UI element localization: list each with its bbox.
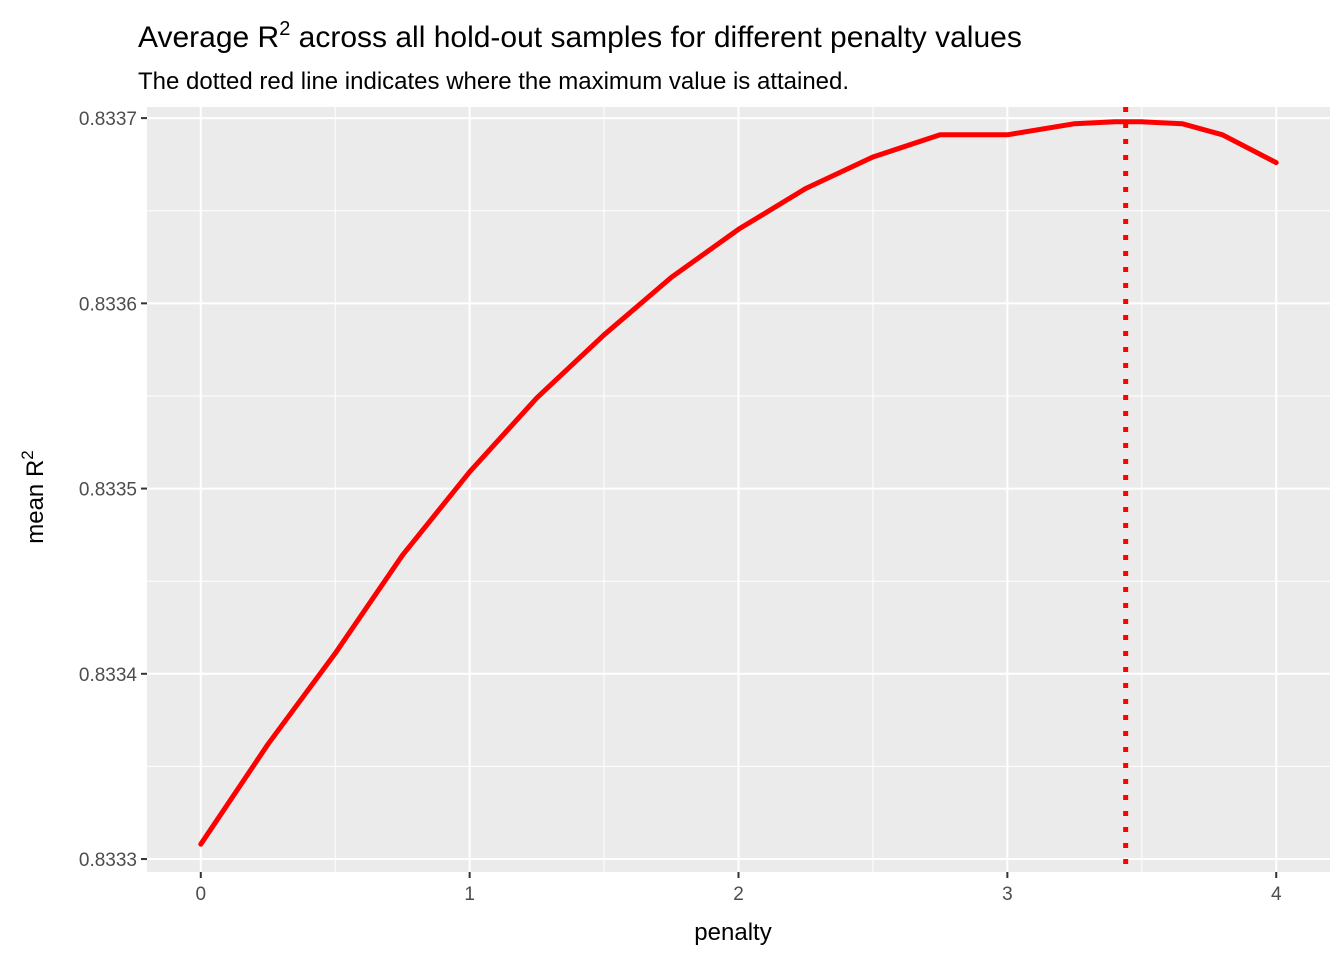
y-axis-title: mean R2 bbox=[18, 450, 49, 544]
y-tick-label: 0.8334 bbox=[79, 665, 138, 686]
x-tick-label: 4 bbox=[1271, 884, 1282, 905]
y-axis-title-before: mean R bbox=[22, 460, 49, 544]
x-tick-label: 0 bbox=[195, 884, 206, 905]
plot-panel: 0 1 2 3 4 0.8333 0.8334 0.8335 0.8336 0.8337 bbox=[79, 107, 1330, 905]
chart-title: Average R2 across all hold-out samples f… bbox=[138, 18, 1022, 54]
y-tick-label: 0.8336 bbox=[79, 294, 137, 315]
x-tick-label: 3 bbox=[1002, 884, 1013, 905]
x-axis-title: penalty bbox=[694, 919, 771, 946]
y-tick-label: 0.8335 bbox=[79, 480, 137, 501]
chart-title-before: Average R bbox=[138, 21, 279, 54]
chart-title-after: across all hold-out samples for differen… bbox=[290, 21, 1022, 54]
y-axis-title-superscript: 2 bbox=[18, 450, 37, 459]
chart-title-superscript: 2 bbox=[279, 18, 290, 40]
chart-subtitle: The dotted red line indicates where the … bbox=[138, 68, 849, 95]
y-tick-label: 0.8337 bbox=[79, 109, 137, 130]
x-tick-label: 2 bbox=[733, 884, 744, 905]
y-tick-label: 0.8333 bbox=[79, 850, 137, 871]
x-tick-label: 1 bbox=[464, 884, 475, 905]
series-line bbox=[198, 119, 1279, 847]
